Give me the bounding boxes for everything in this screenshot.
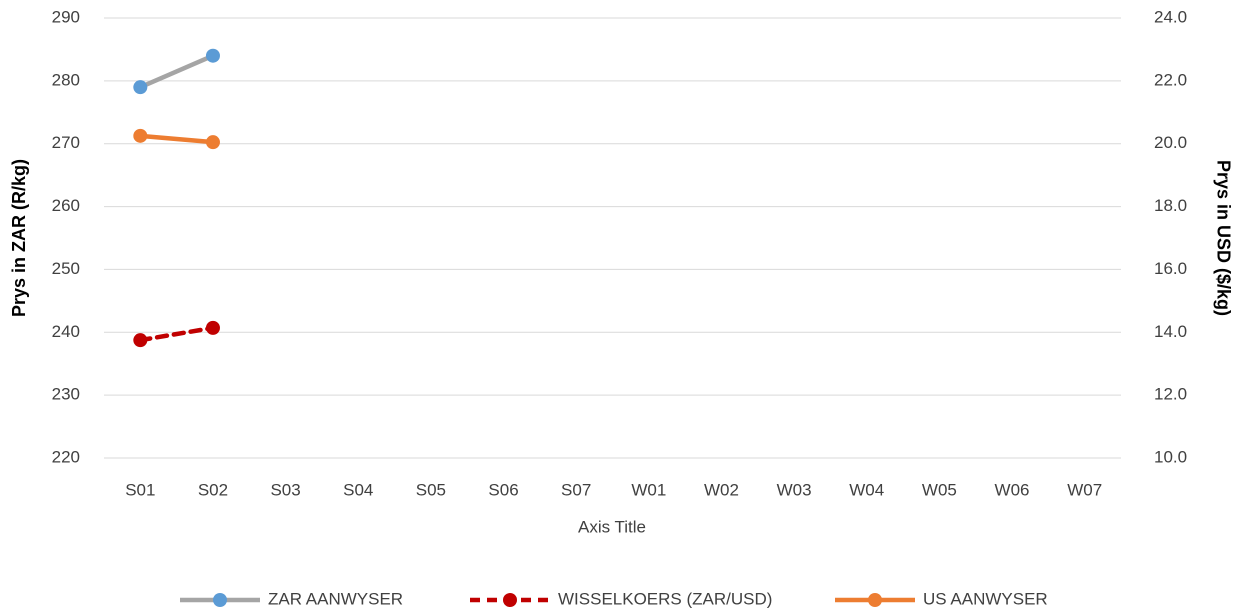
y-tick-label: 230 (52, 385, 80, 404)
x-tick-label: S07 (561, 480, 591, 499)
series-marker (133, 80, 148, 95)
legend-label: WISSELKOERS (ZAR/USD) (558, 589, 772, 608)
x-tick-label: W06 (995, 480, 1030, 499)
y-tick-label: 220 (52, 447, 80, 466)
x-tick-label: W04 (849, 480, 884, 499)
x-tick-label: S05 (416, 480, 446, 499)
y-tick-label: 290 (52, 7, 80, 26)
y-tick-label: 260 (52, 196, 80, 215)
y-tick-label: 280 (52, 70, 80, 89)
y2-axis-title: Prys in USD ($/kg) (1213, 160, 1233, 316)
x-tick-label: W03 (777, 480, 812, 499)
x-tick-label: S04 (343, 480, 373, 499)
legend-label: US AANWYSER (923, 589, 1048, 608)
series-marker (205, 135, 220, 150)
x-tick-label: S01 (125, 480, 155, 499)
legend-marker (213, 593, 227, 607)
x-axis-title: Axis Title (578, 517, 646, 536)
series-marker (133, 333, 148, 348)
series-marker (205, 48, 220, 63)
series-marker (133, 128, 148, 143)
x-tick-label: S03 (270, 480, 300, 499)
x-tick-label: S06 (488, 480, 518, 499)
y-tick-label: 240 (52, 322, 80, 341)
y2-tick-label: 18.0 (1154, 196, 1187, 215)
x-tick-label: W05 (922, 480, 957, 499)
x-tick-label: W02 (704, 480, 739, 499)
y2-tick-label: 12.0 (1154, 385, 1187, 404)
legend-marker (868, 593, 882, 607)
series-line (138, 325, 216, 343)
series-marker (205, 320, 220, 335)
y2-tick-label: 22.0 (1154, 70, 1187, 89)
x-tick-label: S02 (198, 480, 228, 499)
y2-tick-label: 24.0 (1154, 7, 1187, 26)
legend-label: ZAR AANWYSER (268, 589, 403, 608)
series-line (138, 53, 216, 90)
y-axis-title: Prys in ZAR (R/kg) (9, 159, 29, 317)
x-tick-label: W01 (631, 480, 666, 499)
y2-tick-label: 10.0 (1154, 447, 1187, 466)
y2-tick-label: 20.0 (1154, 133, 1187, 152)
y2-tick-label: 16.0 (1154, 259, 1187, 278)
y-tick-label: 250 (52, 259, 80, 278)
y2-tick-label: 14.0 (1154, 322, 1187, 341)
series-line (138, 133, 216, 145)
y-tick-label: 270 (52, 133, 80, 152)
legend-marker (503, 593, 517, 607)
x-tick-label: W07 (1067, 480, 1102, 499)
